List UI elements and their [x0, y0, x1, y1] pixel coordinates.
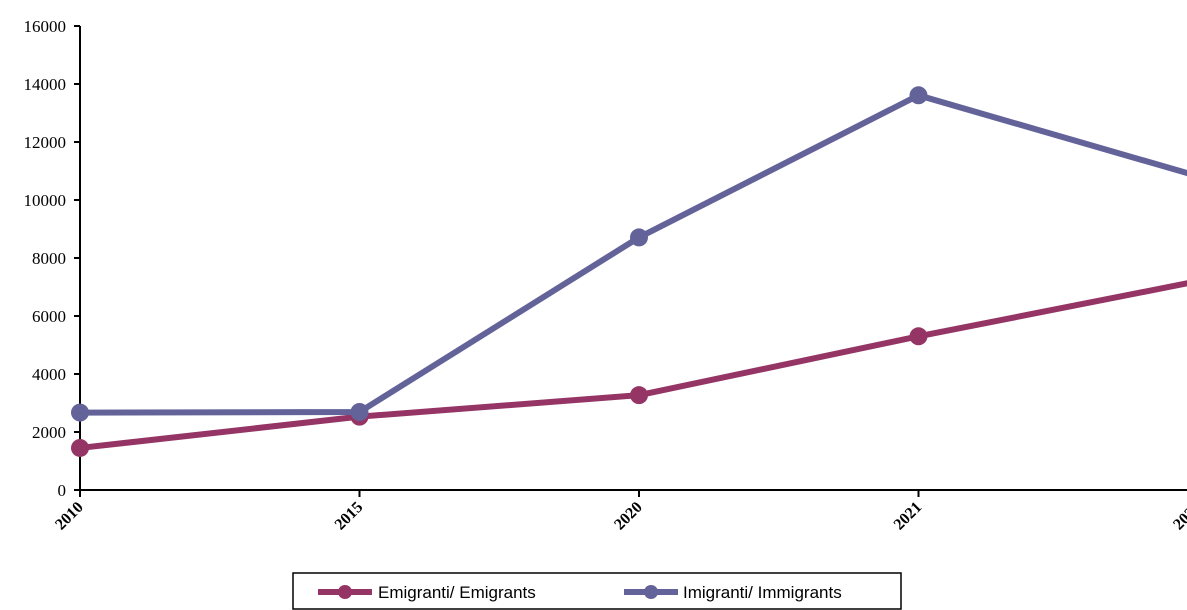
legend-item: Imigranti/ Immigrants [624, 583, 842, 602]
data-point [909, 327, 928, 346]
series-line [77, 280, 1187, 451]
y-tick-label: 16000 [24, 17, 67, 36]
data-point [630, 386, 648, 405]
series-emigrants [71, 280, 1187, 457]
series-line [77, 92, 1187, 416]
y-tick-label: 12000 [24, 133, 67, 152]
y-tick-label: 10000 [24, 191, 67, 210]
data-point [909, 86, 928, 105]
legend-swatch-marker [338, 585, 352, 599]
y-tick-label: 8000 [32, 249, 66, 268]
data-point [71, 438, 89, 457]
legend-swatch-marker [644, 585, 658, 599]
y-tick-label: 6000 [32, 307, 66, 326]
axes [79, 26, 1187, 491]
x-tick-label: 2021 [891, 499, 926, 534]
x-tick-label: 2020 [611, 499, 646, 534]
y-tick-label: 4000 [32, 365, 66, 384]
y-tick-label: 0 [58, 481, 67, 500]
series-layer [71, 86, 1187, 457]
legend: Emigranti/ Emigrants Imigranti/ Immigrant… [292, 572, 902, 610]
legend-item: Emigranti/ Emigrants [318, 583, 536, 602]
data-point [630, 228, 648, 247]
legend-label: Imigranti/ Immigrants [683, 583, 842, 602]
data-point [350, 402, 369, 421]
x-axis-ticks: 2010 2015 2020 2021 2022 [52, 490, 1187, 533]
data-point [71, 403, 89, 422]
legend-label: Emigranti/ Emigrants [378, 583, 536, 602]
y-tick-label: 14000 [24, 75, 67, 94]
legend-box [292, 572, 902, 610]
x-tick-label: 2010 [52, 499, 87, 534]
series-immigrants [71, 86, 1187, 422]
y-tick-label: 2000 [32, 423, 66, 442]
x-tick-label: 2022 [1170, 499, 1187, 534]
x-tick-label: 2015 [332, 499, 367, 534]
y-axis-ticks: 0 2000 4000 6000 8000 10000 12000 14000 16000 [24, 17, 80, 500]
